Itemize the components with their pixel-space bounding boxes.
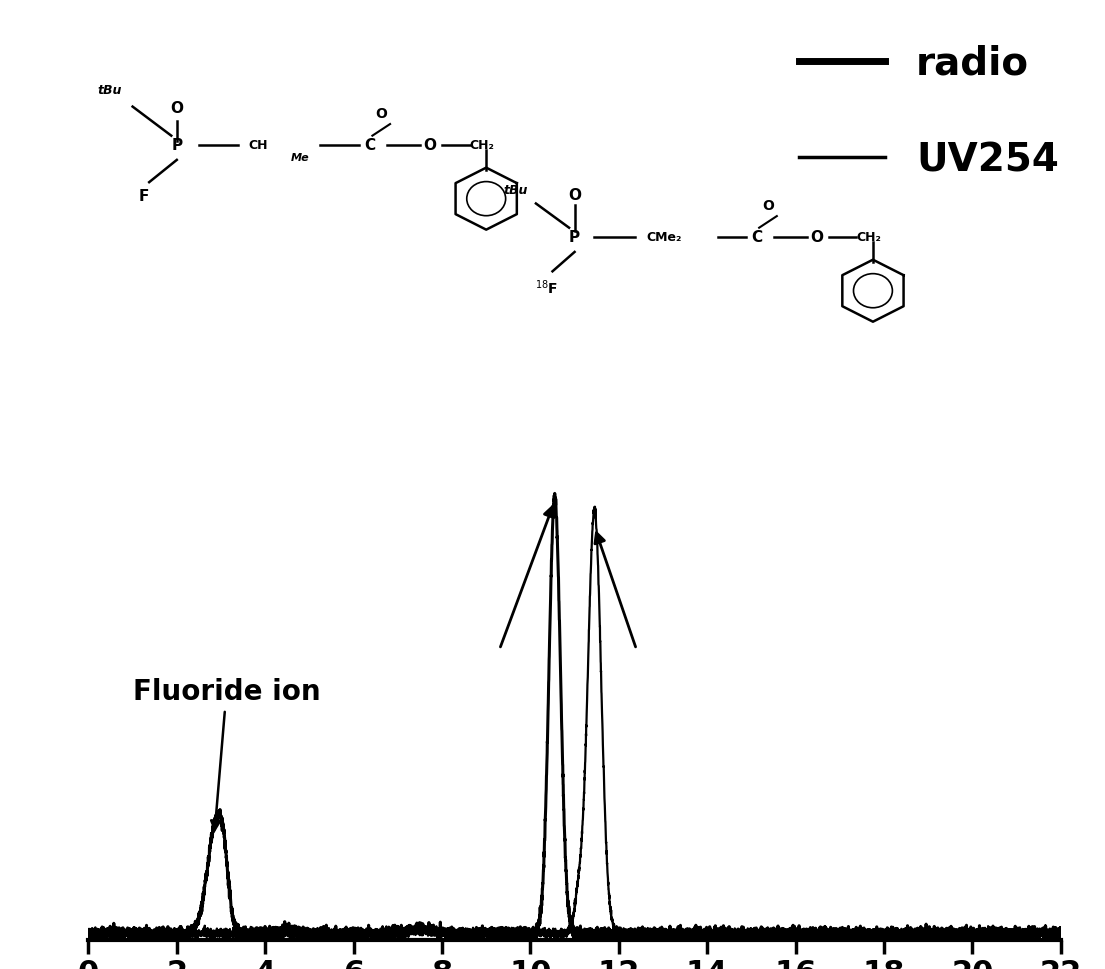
Text: tBu: tBu: [504, 184, 528, 197]
Text: CH₂: CH₂: [856, 231, 882, 244]
Text: O: O: [762, 200, 775, 213]
Text: C: C: [751, 230, 762, 245]
Text: P: P: [171, 138, 182, 153]
Text: $^{18}$F: $^{18}$F: [535, 278, 559, 297]
Text: CMe₂: CMe₂: [646, 231, 682, 244]
Text: O: O: [810, 230, 823, 245]
Text: C: C: [365, 138, 376, 153]
Text: O: O: [423, 138, 436, 153]
Text: CH₂: CH₂: [470, 139, 495, 152]
Text: O: O: [376, 108, 388, 121]
Text: Fluoride ion: Fluoride ion: [133, 678, 320, 829]
Text: F: F: [138, 189, 149, 203]
Text: O: O: [170, 102, 183, 116]
Legend: radio, UV254: radio, UV254: [783, 29, 1074, 195]
Text: CH: CH: [249, 139, 269, 152]
Text: Me: Me: [291, 153, 309, 163]
Text: O: O: [568, 189, 581, 203]
Text: tBu: tBu: [97, 84, 122, 97]
Text: P: P: [569, 230, 580, 245]
